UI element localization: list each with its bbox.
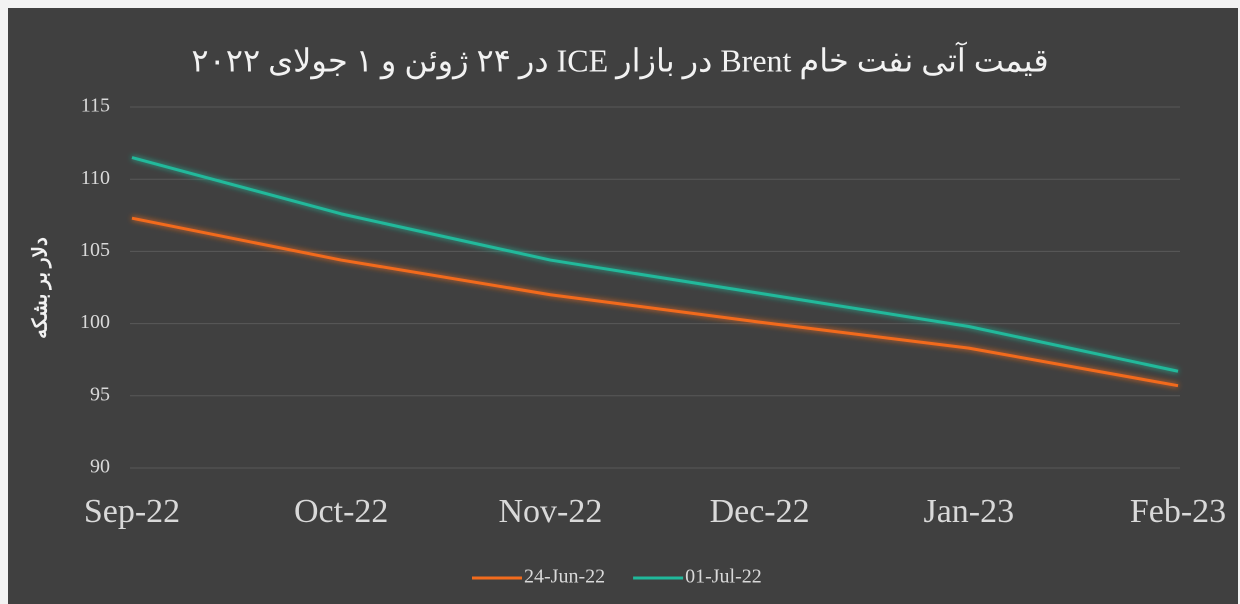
y-tick-label: 100 xyxy=(80,311,110,333)
chart-title: قیمت آتی نفت خام Brent در بازار ICE در ۲… xyxy=(191,40,1048,79)
chart-area xyxy=(8,8,1238,604)
legend-label: 01-Jul-22 xyxy=(685,566,762,588)
legend-label: 24-Jun-22 xyxy=(524,566,605,588)
x-tick-label: Sep-22 xyxy=(84,493,180,530)
y-tick-label: 115 xyxy=(81,95,110,117)
x-tick-label: Oct-22 xyxy=(294,493,388,530)
x-tick-label: Feb-23 xyxy=(1130,493,1226,530)
series-line xyxy=(131,156,1179,373)
series-line xyxy=(131,216,1179,388)
y-tick-label: 90 xyxy=(90,456,110,478)
y-tick-label: 105 xyxy=(80,239,110,261)
x-tick-label: Nov-22 xyxy=(498,493,602,530)
y-tick-label: 95 xyxy=(90,383,110,405)
x-tick-label: Dec-22 xyxy=(710,493,810,530)
y-axis-label: دلار بر بشکه xyxy=(30,237,53,339)
y-tick-label: 110 xyxy=(81,167,110,189)
x-tick-label: Jan-23 xyxy=(923,493,1014,530)
